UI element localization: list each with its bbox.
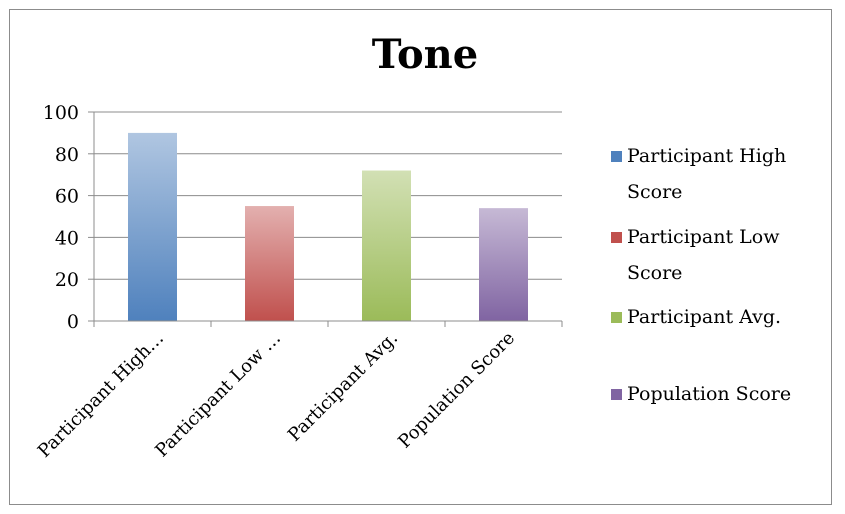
x-tick-label: Participant Low … — [151, 328, 285, 462]
y-tick-label: 100 — [43, 102, 79, 124]
legend-label: Participant Avg. — [627, 306, 781, 328]
bar-1 — [245, 206, 294, 321]
bars — [128, 132, 528, 321]
legend-label: Score — [627, 262, 682, 284]
y-tick-label: 0 — [67, 311, 79, 333]
y-tick-label: 20 — [55, 269, 79, 291]
axes — [88, 111, 563, 327]
chart-title: Tone — [372, 31, 478, 78]
x-tick-label: Participant Avg. — [284, 328, 402, 446]
legend-swatch — [611, 389, 622, 400]
legend-label: Population Score — [627, 383, 791, 405]
y-axis-ticks: 0 20 40 60 80 100 — [43, 102, 79, 333]
legend-label: Participant Low — [627, 226, 780, 248]
y-tick-label: 40 — [55, 227, 79, 249]
x-tick-label: Population Score — [394, 328, 519, 453]
x-tick-label: Participant High… — [34, 328, 168, 462]
y-tick-label: 80 — [55, 144, 79, 166]
legend-label: Score — [627, 181, 682, 203]
legend-swatch — [611, 151, 622, 162]
bar-2 — [362, 170, 411, 321]
legend-swatch — [611, 232, 622, 243]
legend-swatch — [611, 312, 622, 323]
legend: Participant High Score Participant Low Scor… — [611, 145, 791, 405]
bar-0 — [128, 132, 177, 321]
bar-3 — [479, 208, 528, 321]
legend-label: Participant High — [627, 145, 786, 167]
y-tick-label: 60 — [55, 186, 79, 208]
x-axis-labels: Participant High…Participant Low …Partic… — [34, 328, 519, 462]
